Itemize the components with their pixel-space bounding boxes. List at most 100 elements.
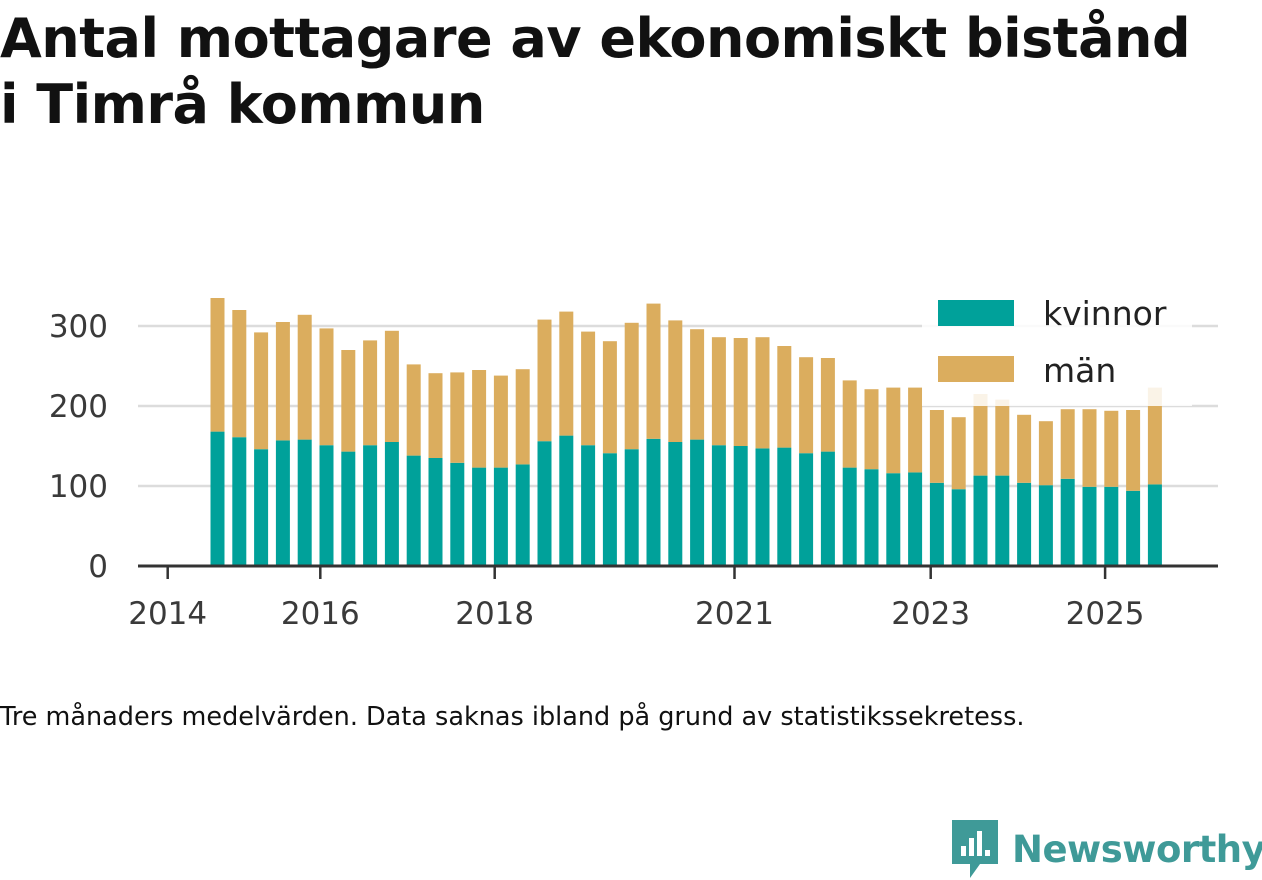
bar-kvinnor-2017-Q4 — [493, 467, 508, 566]
bar-man-2015-Q4 — [319, 328, 334, 446]
bar-kvinnor-2021-Q4 — [842, 467, 857, 566]
bar-kvinnor-2022-Q2 — [886, 473, 901, 566]
bar-kvinnor-2015-Q3 — [297, 439, 312, 566]
newsworthy-brand: Newsworthy — [950, 818, 1262, 880]
bar-series — [210, 298, 1162, 566]
bar-man-2021-Q3 — [820, 358, 835, 452]
y-tick-label-300: 300 — [49, 309, 108, 345]
x-tick-label-2025: 2025 — [1066, 596, 1145, 632]
bar-man-2023-Q4 — [1017, 414, 1032, 483]
bar-man-2014-Q4 — [232, 310, 247, 438]
bar-man-2018-Q1 — [515, 369, 530, 465]
bar-kvinnor-2023-Q2 — [973, 475, 988, 566]
bar-kvinnor-2024-Q3 — [1082, 486, 1097, 566]
bar-man-2016-Q3 — [384, 330, 399, 442]
axes: 0 100 200 300 2014 2016 2018 2021 2023 2025 — [49, 309, 1218, 632]
bar-kvinnor-2023-Q3 — [995, 475, 1010, 566]
bar-kvinnor-2022-Q3 — [908, 472, 923, 566]
bar-kvinnor-2020-Q3 — [733, 446, 748, 566]
chart-title-line-1: Antal mottagare av ekonomiskt bistånd — [0, 7, 1191, 70]
bar-man-2018-Q4 — [581, 331, 596, 446]
bar-kvinnor-2024-Q2 — [1060, 478, 1075, 566]
bar-man-2024-Q1 — [1038, 421, 1053, 486]
bar-man-2020-Q1 — [690, 329, 705, 440]
bar-kvinnor-2022-Q4 — [929, 482, 944, 566]
y-tick-label-200: 200 — [49, 389, 108, 425]
bar-kvinnor-2023-Q4 — [1017, 482, 1032, 566]
bar-man-2023-Q1 — [951, 417, 966, 490]
bar-kvinnor-2016-Q4 — [406, 455, 421, 566]
bar-man-2021-Q1 — [777, 346, 792, 448]
bar-man-2021-Q2 — [799, 357, 814, 454]
bar-man-2018-Q3 — [559, 311, 574, 436]
bar-man-2019-Q1 — [602, 341, 617, 454]
legend-swatch-kvinnor — [938, 300, 1014, 326]
bar-man-2015-Q3 — [297, 314, 312, 440]
bar-kvinnor-2016-Q1 — [341, 451, 356, 566]
legend-swatch-man — [938, 356, 1014, 382]
bar-kvinnor-2017-Q1 — [428, 458, 443, 566]
bar-man-2024-Q3 — [1082, 409, 1097, 487]
bar-kvinnor-2018-Q2 — [537, 441, 552, 566]
bar-man-2016-Q4 — [406, 364, 421, 456]
bar-kvinnor-2018-Q1 — [515, 464, 530, 566]
bar-man-2015-Q2 — [275, 322, 290, 441]
bar-man-2019-Q3 — [646, 303, 661, 439]
bar-kvinnor-2014-Q4 — [232, 437, 247, 566]
bar-man-2022-Q1 — [864, 389, 879, 470]
x-tick-label-2018: 2018 — [455, 596, 534, 632]
legend: kvinnor män — [922, 290, 1192, 406]
bar-man-2017-Q4 — [493, 375, 508, 468]
y-tick-label-0: 0 — [88, 549, 108, 585]
bar-kvinnor-2021-Q2 — [799, 453, 814, 566]
bar-kvinnor-2025-Q2 — [1147, 484, 1162, 566]
y-tick-label-100: 100 — [49, 469, 108, 505]
x-tick-label-2016: 2016 — [281, 596, 360, 632]
bar-man-2023-Q2 — [973, 394, 988, 476]
bar-kvinnor-2020-Q2 — [711, 445, 726, 566]
chart-footnote: Tre månaders medelvärden. Data saknas ib… — [0, 702, 1025, 732]
bar-man-2016-Q1 — [341, 350, 356, 452]
x-tick-label-2021: 2021 — [695, 596, 774, 632]
bar-man-2018-Q2 — [537, 319, 552, 442]
bar-man-2022-Q3 — [908, 387, 923, 473]
bar-man-2020-Q2 — [711, 337, 726, 446]
bar-man-2024-Q2 — [1060, 409, 1075, 479]
x-tick-label-2023: 2023 — [891, 596, 970, 632]
bar-man-2025-Q1 — [1126, 410, 1141, 491]
bar-man-2022-Q2 — [886, 387, 901, 474]
bar-man-2017-Q3 — [472, 370, 487, 468]
bar-man-2022-Q4 — [929, 410, 944, 483]
bar-kvinnor-2020-Q4 — [755, 448, 770, 566]
newsworthy-logo-icon — [952, 820, 998, 878]
bar-kvinnor-2021-Q1 — [777, 447, 792, 566]
stacked-bar-chart: kvinnor män 0 100 200 300 2014 2016 2018 2021 20… — [48, 290, 1218, 632]
bar-kvinnor-2015-Q4 — [319, 445, 334, 566]
legend-label-kvinnor: kvinnor — [1043, 294, 1167, 333]
bar-kvinnor-2018-Q4 — [581, 445, 596, 566]
x-tick-label-2014: 2014 — [128, 596, 207, 632]
bar-man-2020-Q3 — [733, 338, 748, 446]
bar-kvinnor-2018-Q3 — [559, 435, 574, 566]
bar-kvinnor-2019-Q4 — [668, 442, 683, 566]
bar-kvinnor-2019-Q1 — [602, 453, 617, 566]
bar-man-2019-Q2 — [624, 322, 639, 450]
bar-kvinnor-2019-Q3 — [646, 438, 661, 566]
bar-man-2021-Q4 — [842, 380, 857, 468]
bar-man-2020-Q4 — [755, 337, 770, 449]
bar-kvinnor-2021-Q3 — [820, 451, 835, 566]
bar-man-2015-Q1 — [254, 332, 269, 450]
bar-kvinnor-2017-Q2 — [450, 462, 465, 566]
bar-kvinnor-2016-Q2 — [363, 445, 378, 566]
bar-kvinnor-2014-Q3 — [210, 431, 225, 566]
bar-kvinnor-2016-Q3 — [384, 442, 399, 566]
bar-kvinnor-2015-Q2 — [275, 440, 290, 566]
newsworthy-wordmark: Newsworthy — [1012, 827, 1262, 871]
bar-kvinnor-2024-Q1 — [1038, 485, 1053, 566]
bar-kvinnor-2024-Q4 — [1104, 486, 1119, 566]
bar-man-2023-Q3 — [995, 399, 1010, 476]
chart-title-line-2: i Timrå kommun — [0, 73, 485, 136]
bar-man-2025-Q2 — [1147, 387, 1162, 485]
legend-label-man: män — [1043, 351, 1116, 390]
bar-man-2019-Q4 — [668, 320, 683, 442]
